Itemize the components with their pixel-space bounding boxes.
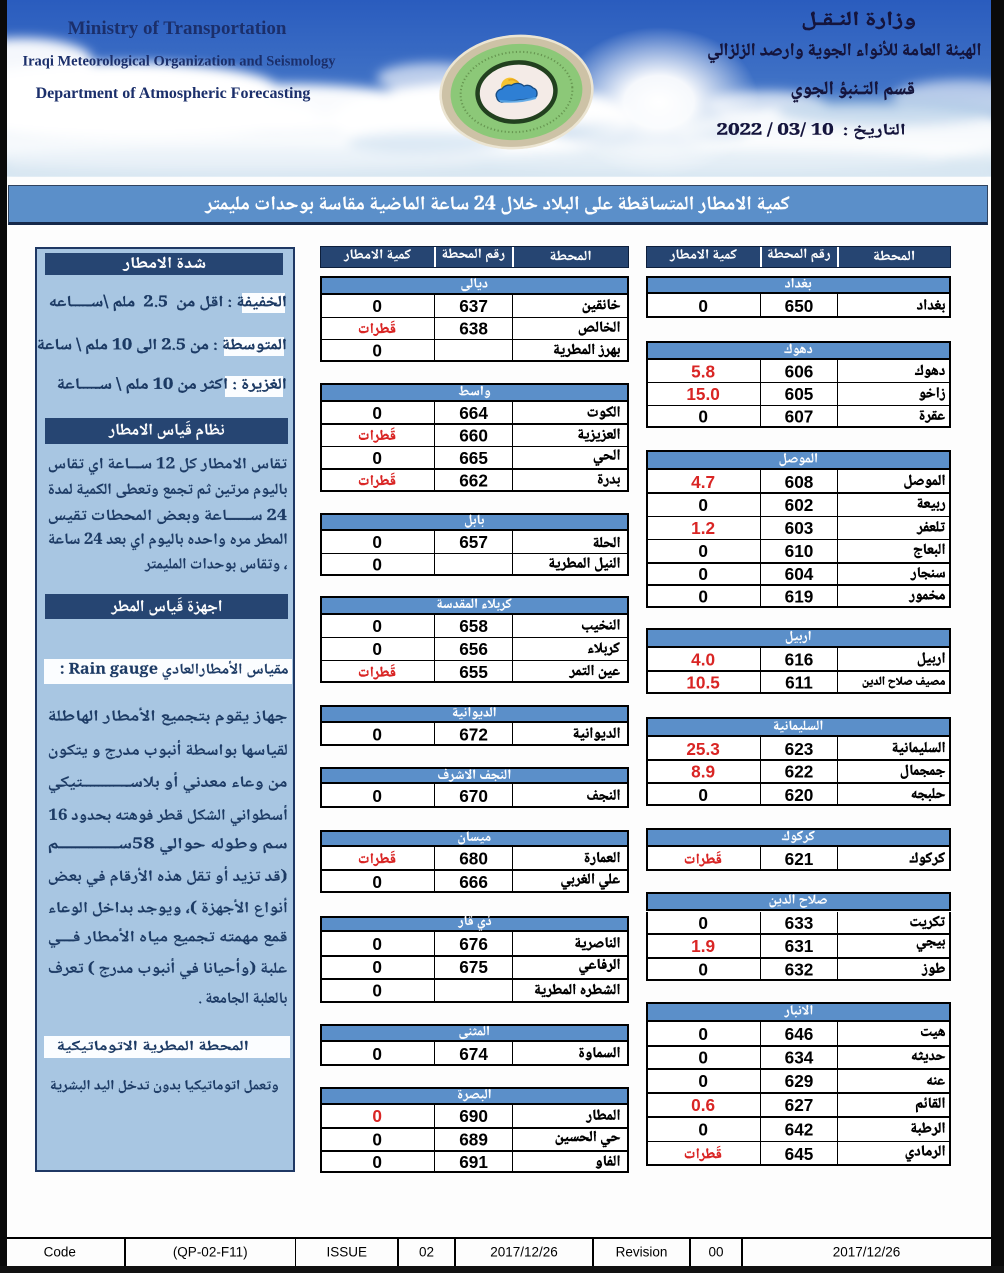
- svg-text:650: 650: [785, 296, 814, 316]
- svg-text:621: 621: [785, 849, 814, 869]
- svg-text:0: 0: [372, 934, 382, 954]
- svg-text:634: 634: [785, 1048, 814, 1068]
- svg-text:656: 656: [459, 639, 488, 659]
- svg-text:627: 627: [785, 1095, 814, 1115]
- svg-text:0: 0: [698, 785, 708, 805]
- svg-text:642: 642: [785, 1119, 814, 1139]
- svg-text:606: 606: [785, 362, 814, 382]
- svg-text:0: 0: [372, 957, 382, 977]
- svg-text:0: 0: [372, 1106, 382, 1126]
- svg-text:638: 638: [459, 319, 488, 339]
- svg-text:8.9: 8.9: [691, 762, 715, 782]
- svg-text:(QP-02-F11): (QP-02-F11): [173, 1245, 248, 1260]
- svg-text:691: 691: [459, 1152, 488, 1172]
- svg-text:0: 0: [698, 1071, 708, 1091]
- svg-text:632: 632: [785, 959, 814, 979]
- svg-text:670: 670: [459, 786, 488, 806]
- svg-text:2017/12/26: 2017/12/26: [490, 1245, 558, 1260]
- svg-text:0: 0: [372, 555, 382, 575]
- svg-text:10.5: 10.5: [686, 673, 720, 693]
- svg-text:0: 0: [698, 913, 708, 933]
- svg-text:603: 603: [785, 518, 814, 538]
- svg-text:610: 610: [785, 541, 814, 561]
- svg-text:658: 658: [459, 616, 488, 636]
- svg-text:664: 664: [459, 403, 488, 423]
- svg-text:25.3: 25.3: [686, 739, 719, 759]
- svg-text:608: 608: [785, 472, 814, 492]
- svg-text:0: 0: [372, 639, 382, 659]
- svg-text:Revision: Revision: [616, 1245, 668, 1260]
- svg-text:4.0: 4.0: [691, 650, 715, 670]
- svg-text:ISSUE: ISSUE: [327, 1245, 368, 1260]
- svg-text:Code: Code: [44, 1245, 76, 1260]
- svg-text:690: 690: [459, 1106, 488, 1126]
- svg-text:0: 0: [372, 341, 382, 361]
- svg-text:0: 0: [372, 532, 382, 552]
- svg-text:0: 0: [698, 541, 708, 561]
- svg-text:602: 602: [785, 495, 814, 515]
- svg-text:680: 680: [459, 849, 488, 869]
- svg-text:0: 0: [698, 296, 708, 316]
- svg-text:1.9: 1.9: [691, 936, 715, 956]
- svg-text:0: 0: [372, 724, 382, 744]
- svg-text:4.7: 4.7: [691, 472, 715, 492]
- svg-text:0: 0: [698, 1048, 708, 1068]
- svg-text:607: 607: [785, 407, 814, 427]
- svg-text:15.0: 15.0: [686, 384, 719, 404]
- svg-text:675: 675: [459, 957, 488, 977]
- svg-text:0: 0: [698, 1024, 708, 1044]
- svg-text:646: 646: [785, 1024, 814, 1044]
- svg-text:1.2: 1.2: [691, 518, 715, 538]
- svg-text:0: 0: [372, 616, 382, 636]
- svg-text:00: 00: [708, 1245, 723, 1260]
- svg-text:672: 672: [459, 724, 488, 744]
- svg-text:631: 631: [785, 936, 814, 956]
- svg-text:0: 0: [698, 564, 708, 584]
- svg-text:0: 0: [698, 587, 708, 607]
- svg-text:619: 619: [785, 587, 814, 607]
- svg-text:0: 0: [372, 786, 382, 806]
- svg-text:0: 0: [698, 959, 708, 979]
- svg-text:633: 633: [785, 913, 814, 933]
- svg-text:666: 666: [459, 872, 488, 892]
- svg-text:0: 0: [698, 1119, 708, 1139]
- svg-text:0: 0: [698, 495, 708, 515]
- svg-text:0: 0: [372, 403, 382, 423]
- svg-text:0: 0: [372, 296, 382, 316]
- svg-text:0: 0: [372, 872, 382, 892]
- svg-text:0: 0: [372, 981, 382, 1001]
- svg-text:689: 689: [459, 1129, 488, 1149]
- svg-text:0: 0: [372, 1129, 382, 1149]
- svg-text:665: 665: [459, 448, 488, 468]
- svg-text:611: 611: [785, 673, 813, 693]
- svg-text:629: 629: [785, 1071, 814, 1091]
- svg-text:637: 637: [459, 296, 488, 316]
- svg-text:0: 0: [698, 407, 708, 427]
- svg-text:02: 02: [419, 1245, 434, 1260]
- svg-text:604: 604: [785, 564, 814, 584]
- svg-text:660: 660: [459, 425, 488, 445]
- svg-text:623: 623: [785, 739, 814, 759]
- svg-text:662: 662: [459, 471, 488, 491]
- svg-text:616: 616: [785, 650, 814, 670]
- svg-text:676: 676: [459, 934, 488, 954]
- svg-text:0: 0: [372, 448, 382, 468]
- svg-text:657: 657: [459, 532, 488, 552]
- svg-text:5.8: 5.8: [691, 362, 715, 382]
- svg-text:620: 620: [785, 785, 814, 805]
- svg-text:0: 0: [372, 1152, 382, 1172]
- svg-text:2017/12/26: 2017/12/26: [833, 1245, 901, 1260]
- svg-text:655: 655: [459, 662, 488, 682]
- svg-text:0: 0: [372, 1044, 382, 1064]
- svg-text:0.6: 0.6: [691, 1095, 715, 1115]
- svg-text:Ministry of Transportation: Ministry of Transportation: [68, 18, 287, 39]
- svg-text:645: 645: [785, 1144, 814, 1164]
- svg-text:674: 674: [459, 1044, 488, 1064]
- svg-text:Department of Atmospheric Fore: Department of Atmospheric Forecasting: [36, 85, 311, 102]
- svg-text:605: 605: [785, 384, 814, 404]
- svg-text:622: 622: [785, 762, 814, 782]
- svg-text:Iraqi Meteorological Organizat: Iraqi Meteorological Organization and Se…: [22, 54, 336, 70]
